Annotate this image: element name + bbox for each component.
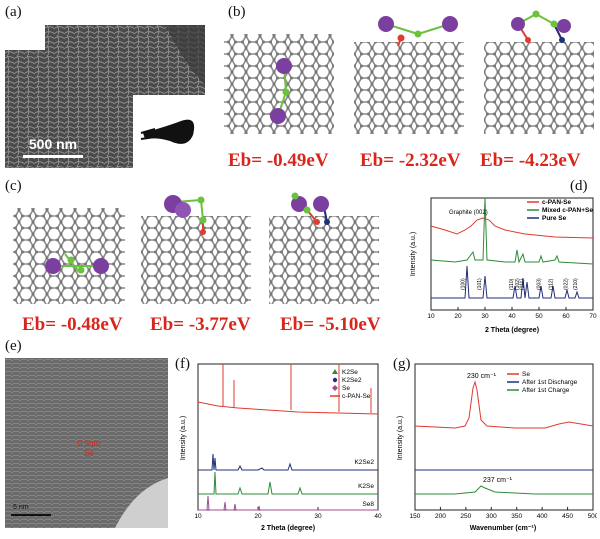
chart-g-xtick-label: 300 <box>486 513 497 520</box>
energy-b1: Eb= -0.49eV <box>228 150 329 171</box>
tem-annotation-2: Se <box>84 449 94 458</box>
energy-b3: Eb= -4.23eV <box>480 150 581 171</box>
chart-d-xtick-label: 10 <box>427 313 435 320</box>
energy-c3: Eb= -5.10eV <box>280 314 381 335</box>
chart-d-peak-label: (110) <box>509 278 515 290</box>
chart-f-series-label-2: K2Se <box>358 483 374 490</box>
chart-d-series-cpanse <box>430 217 594 239</box>
chart-g-series-charge <box>415 485 593 495</box>
chart-f-series-k2se <box>198 471 378 495</box>
chart-d-peak-label: (111) <box>520 279 526 290</box>
chart-g: 150 200 250 300 350 400 450 500 Intensity (a.u.… <box>395 358 599 534</box>
chart-d-xtick-label: 30 <box>481 313 489 320</box>
chart-d-peak-label: (210) <box>573 278 579 290</box>
chart-f-series-label-3: Se8 <box>362 501 374 508</box>
tem-scale-label: 5 nm <box>13 504 29 511</box>
chart-d-series-mixed <box>430 197 594 265</box>
chart-d-legend-0: c-PAN-Se <box>542 199 572 206</box>
chart-g-legend-0: Se <box>522 371 530 378</box>
chart-d: 10 20 30 40 50 60 70 Intensity (a.u.) 2 Theta … <box>405 190 597 338</box>
panel-c-models <box>5 180 405 310</box>
chart-d-xtick-label: 20 <box>454 313 462 320</box>
sem-scale-label: 500 nm <box>29 136 77 152</box>
sem-image: 500 nm <box>5 25 205 168</box>
panel-label-d: (d) <box>570 178 588 194</box>
chart-d-legend-1: Mixed c-PAN+Se <box>542 207 593 214</box>
panel-label-b: (b) <box>228 4 246 20</box>
tem-annotation-1: 0.5nm <box>78 439 101 448</box>
chart-f-xtick-label: 20 <box>254 513 262 520</box>
tem-image: 0.5nm Se 5 nm <box>5 358 168 528</box>
chart-d-xtick-label: 40 <box>508 313 516 320</box>
energy-b2: Eb= -2.32eV <box>360 150 461 171</box>
chart-g-xtick-label: 250 <box>460 513 471 520</box>
panel-label-f: (f) <box>175 356 190 372</box>
chart-g-frame <box>414 363 594 511</box>
chart-f-series-k2se2 <box>198 453 378 471</box>
panel-b-models <box>218 6 600 156</box>
chart-f-legend-2: Se <box>342 385 350 392</box>
chart-f-legend-0: K2Se <box>342 369 358 376</box>
chart-g-legend-2: After 1st Charge <box>522 387 570 394</box>
chart-g-series-se <box>414 380 594 429</box>
chart-d-peak-label: (101) <box>477 278 483 290</box>
panel-label-g: (g) <box>393 356 411 372</box>
chart-d-peak-label: (003) <box>537 278 543 290</box>
chart-g-xtick-label: 150 <box>410 513 421 520</box>
chart-g-xlabel: Wavenumber (cm⁻¹) <box>470 525 536 532</box>
chart-d-peak-label: (100) <box>460 278 466 290</box>
chart-d-peak-label: (102) <box>515 278 521 290</box>
panel-label-e: (e) <box>5 338 22 354</box>
chart-d-xtick-label: 50 <box>535 313 543 320</box>
chart-d-xlabel: 2 Theta (degree) <box>485 327 539 334</box>
chart-d-annotation: Graphite (002) <box>449 210 488 216</box>
chart-d-xtick-label: 70 <box>589 313 597 320</box>
panel-label-a: (a) <box>5 4 22 20</box>
chart-d-xtick-label: 60 <box>562 313 570 320</box>
chart-g-annotation-1: 237 cm⁻¹ <box>483 477 513 484</box>
chart-d-series-purese <box>431 265 593 299</box>
chart-g-xtick-label: 350 <box>511 513 522 520</box>
chart-d-peak-label: (022) <box>563 278 569 290</box>
chart-g-xtick-label: 400 <box>537 513 548 520</box>
chart-f-series-label-1: K2Se2 <box>354 459 374 466</box>
chart-g-legend-1: After 1st Discharge <box>522 379 578 386</box>
chart-g-annotation-0: 230 cm⁻¹ <box>467 373 497 380</box>
chart-d-ylabel: Intensity (a.u.) <box>410 232 417 276</box>
chart-d-legend-2: Pure Se <box>542 215 567 222</box>
chart-f-legend-3: c-PAN-Se <box>342 393 371 400</box>
chart-g-xtick-label: 500 <box>588 513 597 520</box>
chart-g-ylabel: Intensity (a.u.) <box>397 416 404 460</box>
chart-f-series-se8 <box>198 495 378 511</box>
chart-f-xtick-label: 30 <box>314 513 322 520</box>
chart-f: 10 20 30 40 Intensity (a.u.) 2 Theta (degre… <box>178 358 390 534</box>
chart-f-xtick-label: 40 <box>374 513 382 520</box>
panel-label-c: (c) <box>5 178 22 194</box>
chart-g-xtick-label: 450 <box>562 513 573 520</box>
energy-c2: Eb= -3.77eV <box>150 314 251 335</box>
chart-f-legend-1: K2Se2 <box>342 377 362 384</box>
chart-f-ylabel: Intensity (a.u.) <box>180 416 187 460</box>
chart-f-series-cpanse <box>197 401 379 415</box>
energy-c1: Eb= -0.48eV <box>22 314 123 335</box>
chart-g-xtick-label: 200 <box>435 513 446 520</box>
chart-d-peak-label: (112) <box>548 278 554 290</box>
chart-f-xlabel: 2 Theta (degree) <box>261 525 315 532</box>
chart-f-xtick-label: 10 <box>194 513 202 520</box>
chart-f-frame <box>197 363 379 511</box>
